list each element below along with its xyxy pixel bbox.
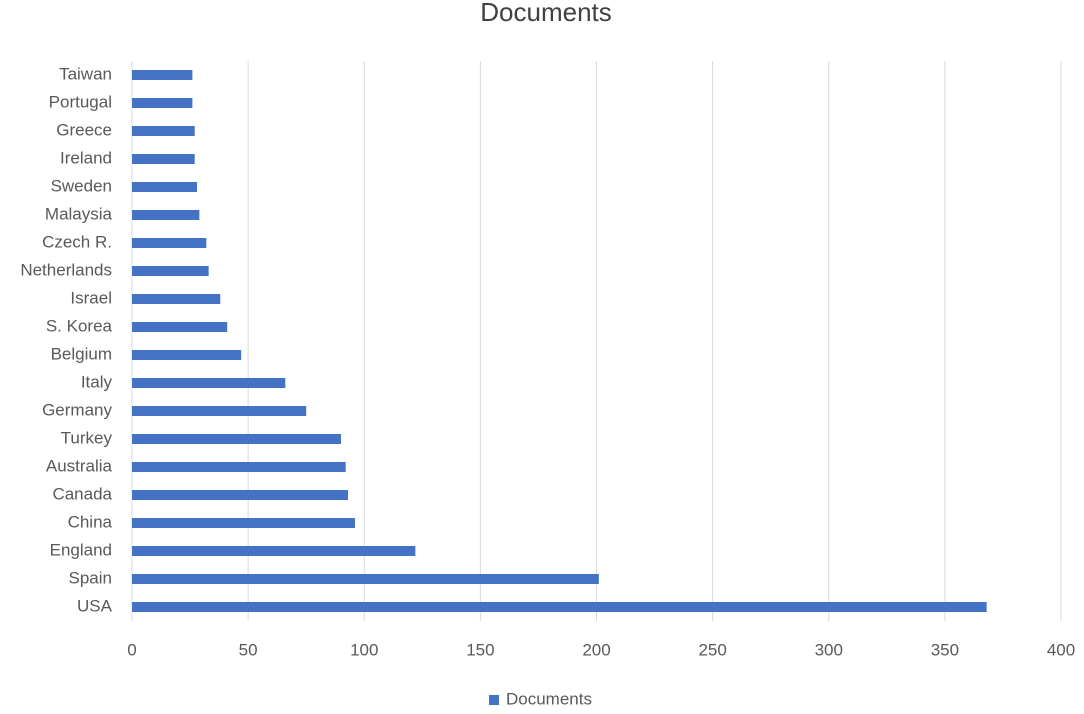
y-tick-label: China [68, 512, 113, 531]
y-tick-label: S. Korea [46, 316, 113, 335]
x-tick-label: 150 [466, 640, 494, 659]
x-tick-label: 50 [239, 640, 258, 659]
x-tick-label: 350 [931, 640, 959, 659]
x-tick-label: 250 [698, 640, 726, 659]
x-tick-label: 200 [582, 640, 610, 659]
bar [132, 350, 242, 360]
bar [132, 546, 416, 556]
y-tick-label: Italy [81, 372, 113, 391]
bar [132, 574, 599, 584]
y-tick-label: Sweden [51, 176, 112, 195]
bar [132, 238, 207, 248]
bar [132, 518, 355, 528]
bar [132, 266, 209, 276]
bar [132, 126, 195, 136]
bar [132, 406, 307, 416]
x-tick-label: 100 [350, 640, 378, 659]
legend-swatch [489, 695, 499, 705]
y-tick-label: England [50, 540, 112, 559]
y-tick-label: Greece [56, 120, 112, 139]
x-tick-label: 300 [815, 640, 843, 659]
bar [132, 322, 228, 332]
bar [132, 210, 200, 220]
bar [132, 602, 987, 612]
y-tick-label: Portugal [49, 92, 112, 111]
y-tick-label: Germany [42, 400, 112, 419]
bar [132, 182, 198, 192]
y-tick-label: Netherlands [20, 260, 112, 279]
bar [132, 70, 193, 80]
x-tick-label: 0 [127, 640, 136, 659]
bar [132, 462, 346, 472]
y-tick-label: Australia [46, 456, 113, 475]
legend-label: Documents [506, 689, 592, 708]
y-tick-label: Taiwan [59, 64, 112, 83]
bar [132, 490, 348, 500]
y-tick-label: Czech R. [42, 232, 112, 251]
y-tick-label: Israel [70, 288, 112, 307]
y-tick-label: Spain [69, 568, 112, 587]
y-tick-label: Ireland [60, 148, 112, 167]
bar [132, 154, 195, 164]
y-tick-label: Turkey [61, 428, 113, 447]
y-tick-label: Malaysia [45, 204, 113, 223]
y-tick-label: Canada [52, 484, 112, 503]
bar [132, 378, 286, 388]
bar [132, 434, 342, 444]
y-tick-label: USA [77, 596, 113, 615]
y-tick-label: Belgium [51, 344, 112, 363]
chart-title: Documents [480, 0, 612, 27]
bar [132, 98, 193, 108]
bar [132, 294, 221, 304]
x-tick-label: 400 [1047, 640, 1075, 659]
